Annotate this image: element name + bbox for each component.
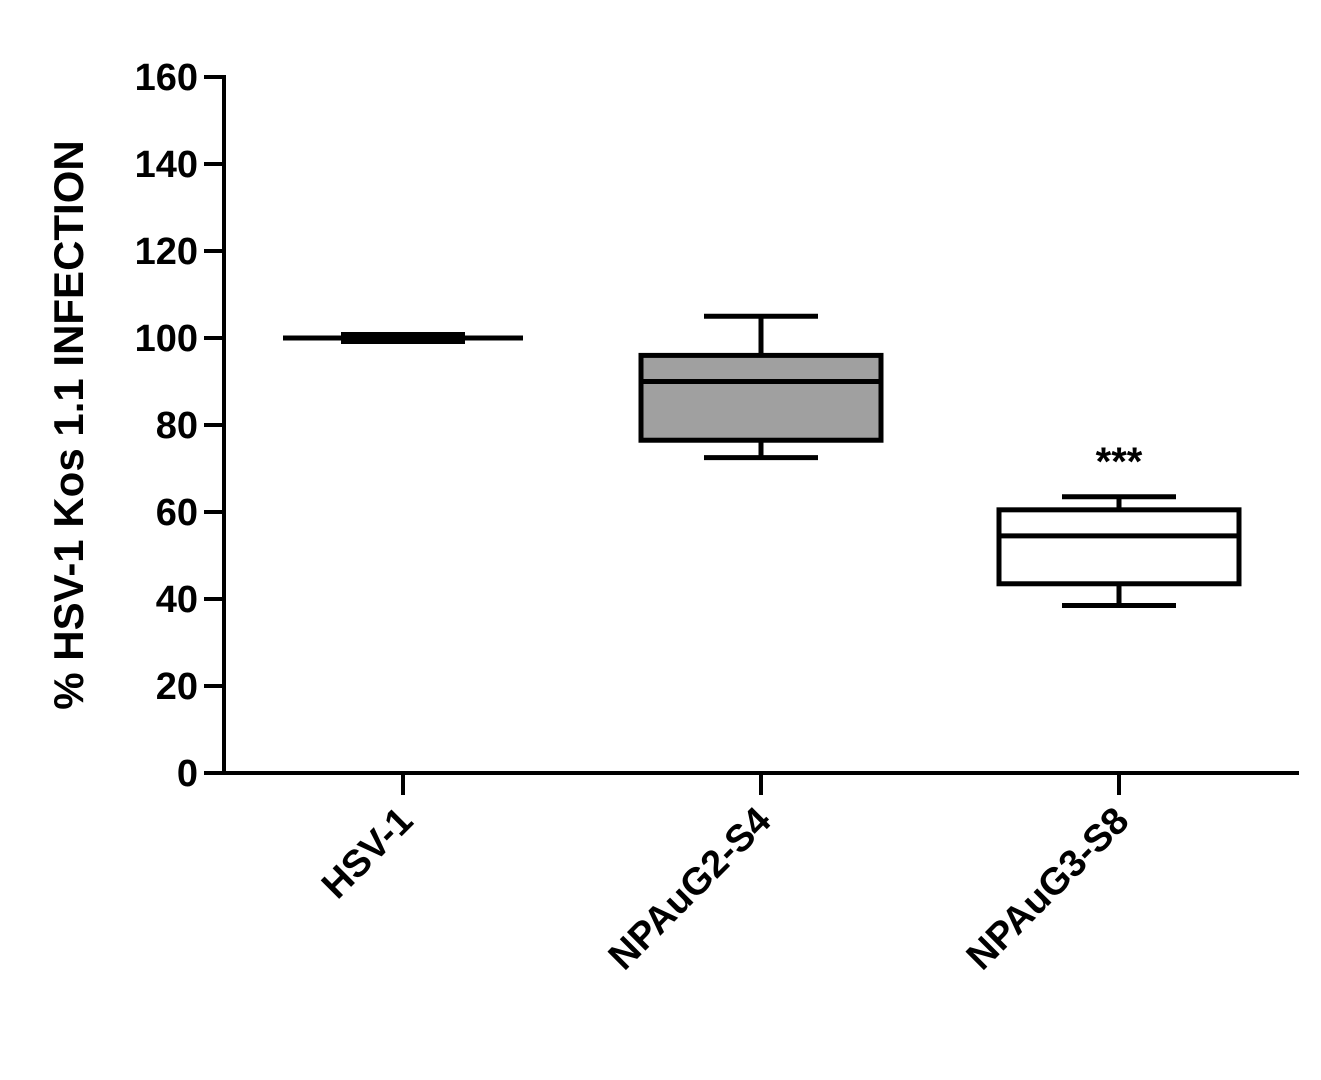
y-tick-label: 60	[156, 492, 198, 534]
box	[996, 507, 1242, 587]
y-tick-label: 120	[135, 231, 198, 273]
y-tick-label: 140	[135, 144, 198, 186]
box	[638, 352, 884, 443]
y-tick-label: 80	[156, 405, 198, 447]
x-tick-label: NPAuG3-S8	[959, 800, 1138, 979]
y-tick-label: 160	[135, 57, 198, 99]
x-tick-label: NPAuG2-S4	[601, 800, 780, 979]
y-tick-label: 100	[135, 318, 198, 360]
y-tick-label: 20	[156, 666, 198, 708]
x-tick-label: HSV-1	[314, 800, 421, 907]
annotation: ***	[1096, 440, 1143, 484]
y-tick-label: 40	[156, 579, 198, 621]
y-axis-title: % HSV-1 Kos 1.1 INFECTION	[45, 140, 92, 709]
y-tick-label: 0	[177, 753, 198, 795]
